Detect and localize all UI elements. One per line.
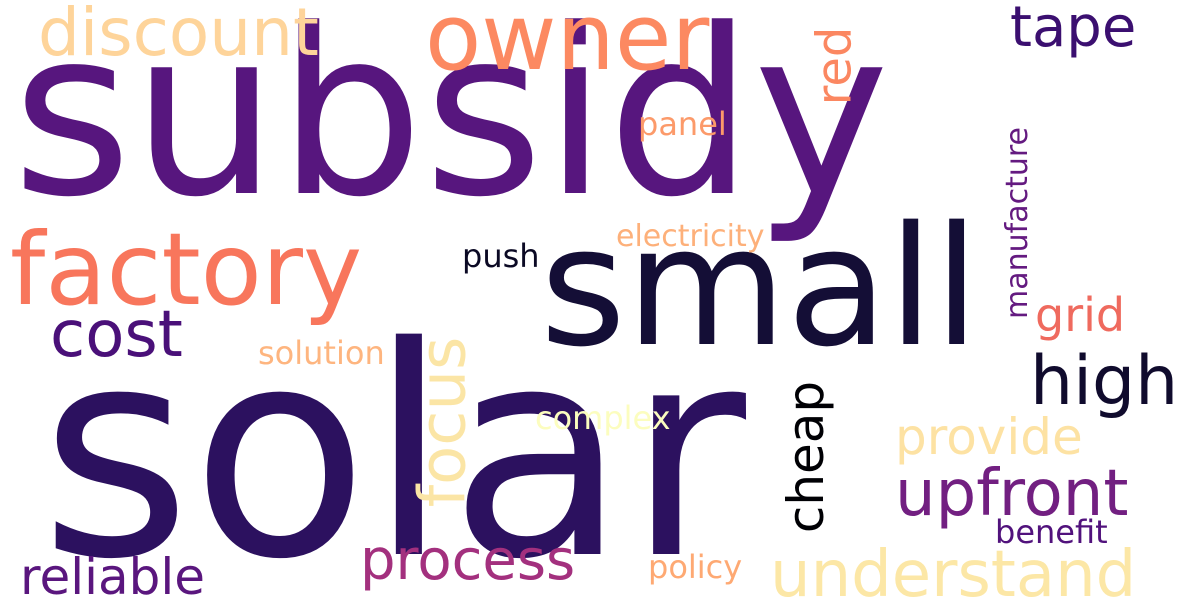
word-focus: focus	[406, 336, 481, 508]
word-policy: policy	[648, 548, 743, 586]
word-upfront: upfront	[895, 457, 1129, 531]
word-small: small	[540, 191, 980, 383]
word-push: push	[462, 237, 540, 275]
word-panel: panel	[638, 105, 727, 143]
word-high: high	[1030, 342, 1179, 421]
word-reliable: reliable	[20, 548, 206, 600]
word-provide: provide	[895, 408, 1083, 466]
word-red: red	[806, 26, 863, 106]
word-solar: solar	[40, 286, 747, 600]
word-process: process	[360, 528, 576, 593]
word-understand: understand	[770, 538, 1137, 600]
word-cheap: cheap	[777, 380, 836, 534]
word-electricity: electricity	[616, 219, 765, 254]
word-manufacture: manufacture	[999, 127, 1035, 319]
word-grid: grid	[1035, 288, 1126, 342]
word-subsidy: subsidy	[12, 0, 890, 248]
word-benefit: benefit	[995, 513, 1108, 551]
word-factory: factory	[10, 211, 363, 328]
word-owner: owner	[425, 0, 710, 91]
word-tape: tape	[1010, 0, 1137, 60]
word-solution: solution	[258, 334, 385, 372]
word-complex: complex	[535, 399, 671, 437]
word-cost: cost	[50, 298, 183, 372]
word-discount: discount	[38, 0, 319, 71]
